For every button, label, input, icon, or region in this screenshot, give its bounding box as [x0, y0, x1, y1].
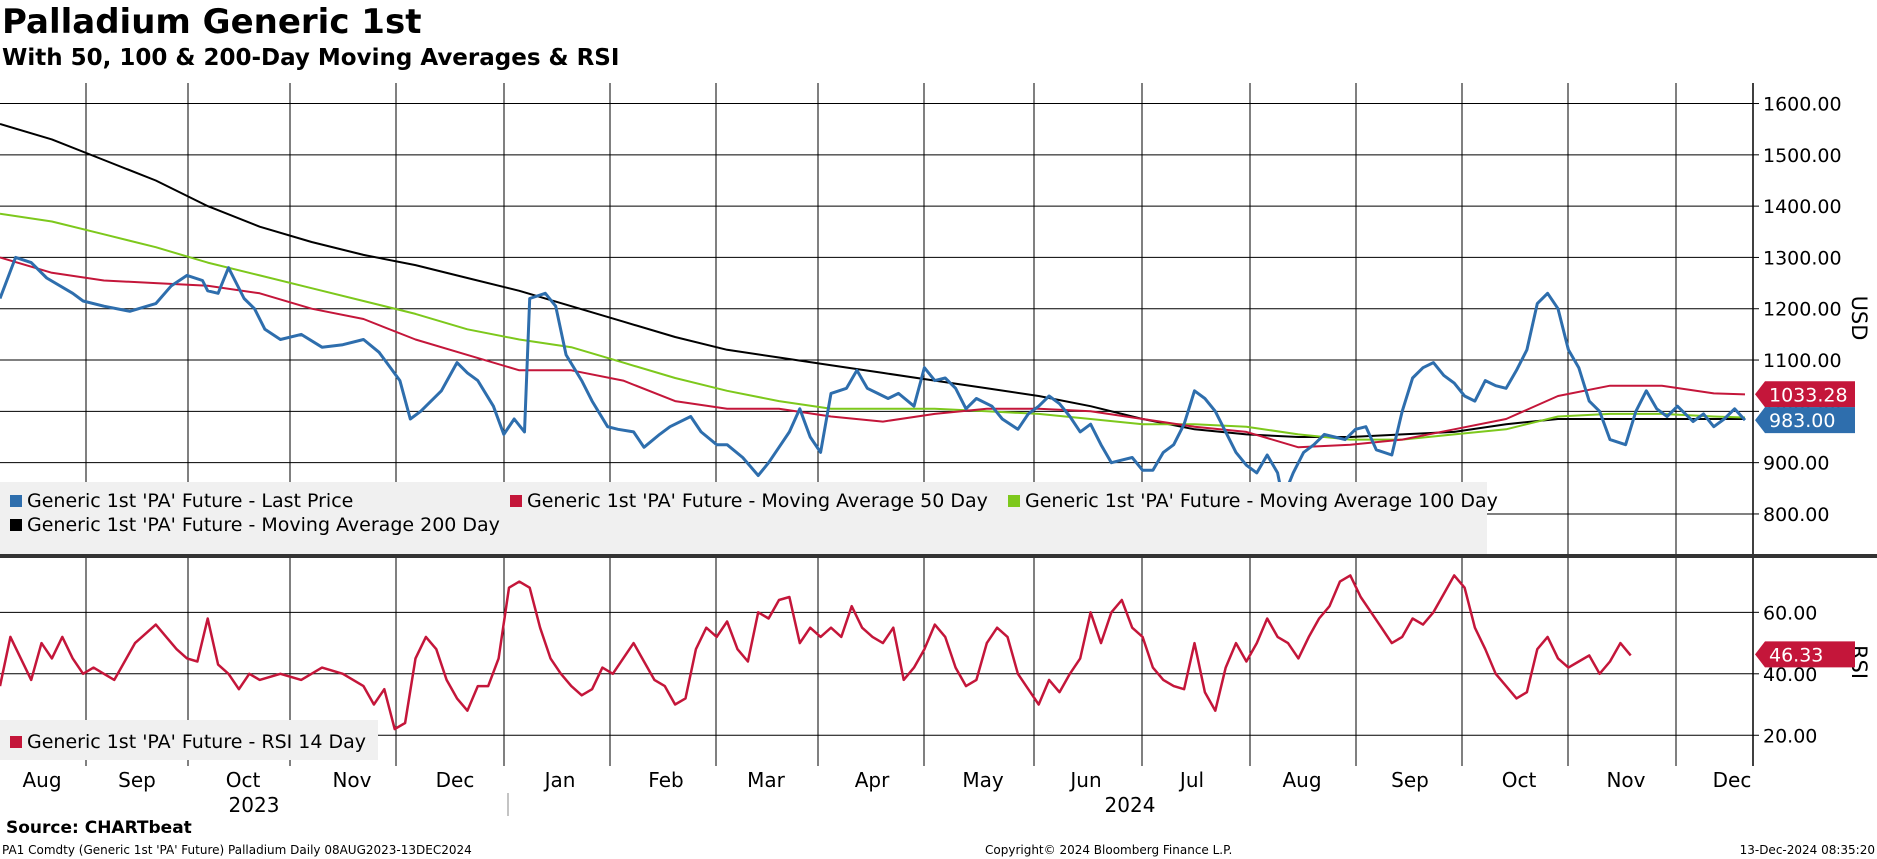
series-line-price [0, 255, 1747, 501]
x-tick-label-month: Dec [436, 768, 475, 792]
x-tick-label-month: Aug [22, 768, 61, 792]
x-tick-label-month: Dec [1713, 768, 1752, 792]
x-tick-label-month: Oct [1502, 768, 1537, 792]
last-value-rsi-bg [1755, 641, 1855, 668]
last-value-ma50: 1033.28 [1769, 384, 1848, 406]
y-tick-label: 1100.00 [1763, 350, 1842, 372]
x-year-label: 2023 [229, 793, 280, 817]
x-tick-label-month: Feb [648, 768, 683, 792]
legend-rsi-bg [0, 720, 378, 760]
y-tick-label: 1200.00 [1763, 299, 1842, 321]
last-value-price-bg [1755, 407, 1855, 434]
footer-timestamp: 13-Dec-2024 08:35:20 [1739, 843, 1875, 857]
x-tick-label-month: May [962, 768, 1004, 792]
last-value-ma50-bg [1755, 381, 1855, 408]
y-axis-label-usd: USD [1847, 296, 1871, 341]
y-tick-label: 1500.00 [1763, 145, 1842, 167]
last-value-price: 983.00 [1769, 410, 1835, 432]
y-tick-label: 1400.00 [1763, 196, 1842, 218]
x-tick-label-month: Apr [855, 768, 890, 792]
y-tick-label: 60.00 [1763, 602, 1817, 624]
legend-label-ma50: Generic 1st 'PA' Future - Moving Average… [527, 490, 988, 512]
x-year-label: 2024 [1105, 793, 1156, 817]
legend-label-rsi: Generic 1st 'PA' Future - RSI 14 Day [27, 731, 366, 753]
chart-subtitle: With 50, 100 & 200-Day Moving Averages &… [2, 45, 620, 71]
legend-label-price: Generic 1st 'PA' Future - Last Price [27, 490, 353, 512]
legend-swatch-price [10, 495, 22, 507]
legend-swatch-rsi [10, 736, 22, 748]
legend-label-ma100: Generic 1st 'PA' Future - Moving Average… [1025, 490, 1498, 512]
y-tick-label: 1600.00 [1763, 94, 1842, 116]
footer-security: PA1 Comdty (Generic 1st 'PA' Future) Pal… [2, 843, 472, 857]
x-tick-label-month: Jun [1068, 768, 1101, 792]
x-tick-label-month: Nov [332, 768, 371, 792]
legend-swatch-ma100 [1008, 495, 1020, 507]
series-line-ma50 [0, 256, 1746, 449]
x-tick-label-month: Mar [747, 768, 786, 792]
y-tick-label: 900.00 [1763, 453, 1829, 475]
series-line-ma100 [0, 212, 1746, 441]
x-tick-label-month: Sep [1391, 768, 1429, 792]
legend-swatch-ma50 [510, 495, 522, 507]
footer-copyright: Copyright© 2024 Bloomberg Finance L.P. [985, 843, 1233, 857]
series-line-ma200 [0, 123, 1745, 438]
panel-separator [0, 554, 1877, 558]
series-line-rsi [0, 574, 1632, 731]
x-tick-label-month: Jan [543, 768, 576, 792]
x-tick-label-month: Nov [1606, 768, 1645, 792]
legend-price-bg [0, 482, 1487, 554]
legend-label-ma200: Generic 1st 'PA' Future - Moving Average… [27, 514, 500, 536]
legend-swatch-ma200 [10, 519, 22, 531]
x-tick-label-month: Aug [1282, 768, 1321, 792]
y-tick-label: 40.00 [1763, 664, 1817, 686]
chart-title: Palladium Generic 1st [2, 2, 422, 42]
x-tick-label-month: Sep [118, 768, 156, 792]
x-tick-label-month: Oct [226, 768, 261, 792]
x-tick-label-month: Jul [1178, 768, 1204, 792]
last-value-rsi: 46.33 [1769, 644, 1823, 666]
y-tick-label: 800.00 [1763, 504, 1829, 526]
y-tick-label: 1300.00 [1763, 247, 1842, 269]
y-tick-label: 20.00 [1763, 725, 1817, 747]
footer-source: Source: CHARTbeat [6, 818, 192, 838]
